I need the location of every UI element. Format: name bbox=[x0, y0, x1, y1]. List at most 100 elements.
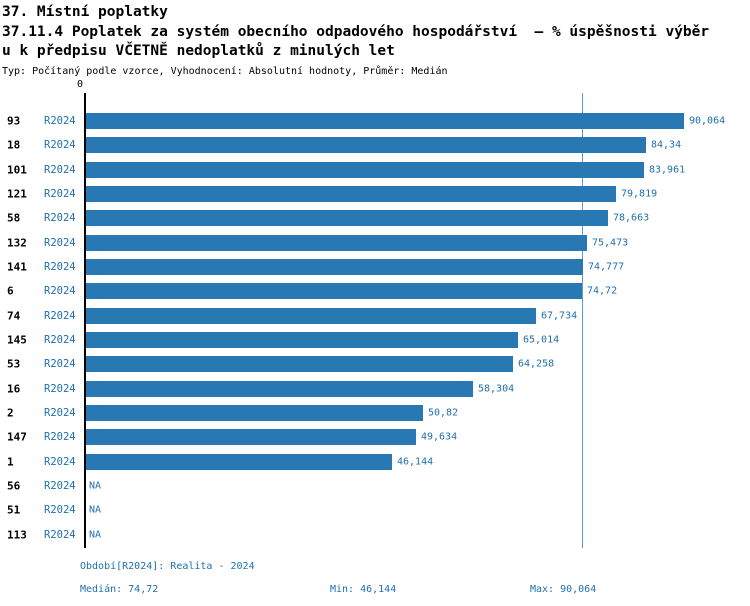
row-series-label: R2024 bbox=[44, 163, 76, 176]
row-category-label: 132 bbox=[7, 236, 27, 250]
chart-title-line1: 37.11.4 Poplatek za systém obecního odpa… bbox=[2, 23, 710, 40]
bar-value-label: 79,819 bbox=[621, 188, 658, 200]
bar-value-label: 67,734 bbox=[541, 310, 578, 322]
row-category-label: 16 bbox=[7, 382, 21, 396]
bar-value-label: 50,82 bbox=[428, 407, 459, 419]
bar-value-label: 58,304 bbox=[478, 383, 515, 395]
row-series-label: R2024 bbox=[44, 115, 76, 128]
median-stat: Medián: 74,72 bbox=[80, 584, 159, 595]
row-category-label: 1 bbox=[7, 455, 14, 469]
bar bbox=[86, 429, 416, 446]
bar-value-label: 64,258 bbox=[518, 358, 555, 370]
bar bbox=[86, 113, 684, 130]
row-series-label: R2024 bbox=[44, 212, 76, 225]
bar-value-label: 90,064 bbox=[689, 115, 726, 127]
chart-row: 51 R2024 NA bbox=[0, 498, 750, 522]
row-series-label: R2024 bbox=[44, 139, 76, 152]
chart-row: 1 R2024 46,144 bbox=[0, 450, 750, 474]
chart-header: 37. Místní poplatky 37.11.4 Poplatek za … bbox=[2, 3, 709, 77]
row-category-label: 56 bbox=[7, 479, 21, 493]
chart-row: 101 R2024 83,961 bbox=[0, 158, 750, 182]
row-category-label: 145 bbox=[7, 333, 27, 347]
bar-value-label: 49,634 bbox=[421, 431, 458, 443]
chart-row: 121 R2024 79,819 bbox=[0, 182, 750, 206]
bar bbox=[86, 307, 536, 324]
row-series-label: R2024 bbox=[44, 236, 76, 249]
bar bbox=[86, 210, 608, 227]
row-category-label: 51 bbox=[7, 503, 21, 517]
bar-value-label: 65,014 bbox=[523, 334, 560, 346]
row-series-label: R2024 bbox=[44, 528, 76, 541]
row-series-label: R2024 bbox=[44, 309, 76, 322]
row-series-label: R2024 bbox=[44, 480, 76, 493]
chart-row: 113 R2024 NA bbox=[0, 523, 750, 547]
bar bbox=[86, 161, 644, 178]
bar bbox=[86, 332, 518, 349]
chart-row: 132 R2024 75,473 bbox=[0, 231, 750, 255]
row-category-label: 53 bbox=[7, 357, 21, 371]
na-value-label: NA bbox=[89, 504, 102, 516]
min-stat: Min: 46,144 bbox=[330, 584, 397, 595]
chart-row: 74 R2024 67,734 bbox=[0, 304, 750, 328]
chart-row: 2 R2024 50,82 bbox=[0, 401, 750, 425]
bar bbox=[86, 234, 587, 251]
chart-row: 147 R2024 49,634 bbox=[0, 425, 750, 449]
chart-row: 56 R2024 NA bbox=[0, 474, 750, 498]
chart-meta: Typ: Počítaný podle vzorce, Vyhodnocení:… bbox=[2, 65, 448, 77]
row-series-label: R2024 bbox=[44, 382, 76, 395]
max-stat: Max: 90,064 bbox=[530, 584, 597, 595]
chart-row: 53 R2024 64,258 bbox=[0, 352, 750, 376]
row-category-label: 121 bbox=[7, 187, 27, 201]
chart-row: 58 R2024 78,663 bbox=[0, 206, 750, 230]
bar bbox=[86, 356, 513, 373]
row-series-label: R2024 bbox=[44, 431, 76, 444]
x-axis-zero-label: 0 bbox=[76, 79, 84, 90]
row-category-label: 6 bbox=[7, 284, 14, 298]
bar bbox=[86, 283, 582, 300]
median-line bbox=[582, 93, 584, 548]
bar-value-label: 78,663 bbox=[613, 212, 650, 224]
chart-rows: 93 R2024 90,064 18 R2024 84,34 101 R2024 83,961 1… bbox=[0, 109, 750, 547]
row-series-label: R2024 bbox=[44, 285, 76, 298]
row-series-label: R2024 bbox=[44, 334, 76, 347]
row-category-label: 2 bbox=[7, 406, 14, 420]
chart-title-line2: u k předpisu VČETNĚ nedoplatků z minulýc… bbox=[2, 43, 395, 59]
bar bbox=[86, 259, 583, 276]
bar bbox=[86, 137, 646, 154]
chart-row: 93 R2024 90,064 bbox=[0, 109, 750, 133]
page-title: 37. Místní poplatky bbox=[2, 4, 168, 20]
bar-value-label: 46,144 bbox=[397, 456, 434, 468]
y-axis-line bbox=[84, 93, 86, 548]
bar-value-label: 75,473 bbox=[592, 237, 629, 249]
chart-row: 18 R2024 84,34 bbox=[0, 133, 750, 157]
row-series-label: R2024 bbox=[44, 261, 76, 274]
chart-row: 145 R2024 65,014 bbox=[0, 328, 750, 352]
bar bbox=[86, 453, 392, 470]
chart-row: 16 R2024 58,304 bbox=[0, 377, 750, 401]
chart-row: 6 R2024 74,72 bbox=[0, 279, 750, 303]
row-category-label: 101 bbox=[7, 163, 27, 177]
row-series-label: R2024 bbox=[44, 455, 76, 468]
chart-row: 141 R2024 74,777 bbox=[0, 255, 750, 279]
na-value-label: NA bbox=[89, 480, 102, 492]
row-category-label: 141 bbox=[7, 260, 27, 274]
row-series-label: R2024 bbox=[44, 188, 76, 201]
bar bbox=[86, 405, 423, 422]
na-value-label: NA bbox=[89, 529, 102, 541]
row-series-label: R2024 bbox=[44, 407, 76, 420]
row-series-label: R2024 bbox=[44, 504, 76, 517]
bar-value-label: 74,777 bbox=[588, 261, 625, 273]
row-category-label: 147 bbox=[7, 430, 27, 444]
bar-value-label: 83,961 bbox=[649, 164, 686, 176]
row-series-label: R2024 bbox=[44, 358, 76, 371]
row-category-label: 93 bbox=[7, 114, 21, 128]
row-category-label: 74 bbox=[7, 309, 21, 323]
period-label: Období[R2024]: Realita - 2024 bbox=[80, 561, 255, 572]
row-category-label: 113 bbox=[7, 528, 27, 542]
bar bbox=[86, 186, 616, 203]
bar bbox=[86, 380, 473, 397]
bar-value-label: 84,34 bbox=[651, 139, 682, 151]
row-category-label: 18 bbox=[7, 138, 21, 152]
row-category-label: 58 bbox=[7, 211, 21, 225]
